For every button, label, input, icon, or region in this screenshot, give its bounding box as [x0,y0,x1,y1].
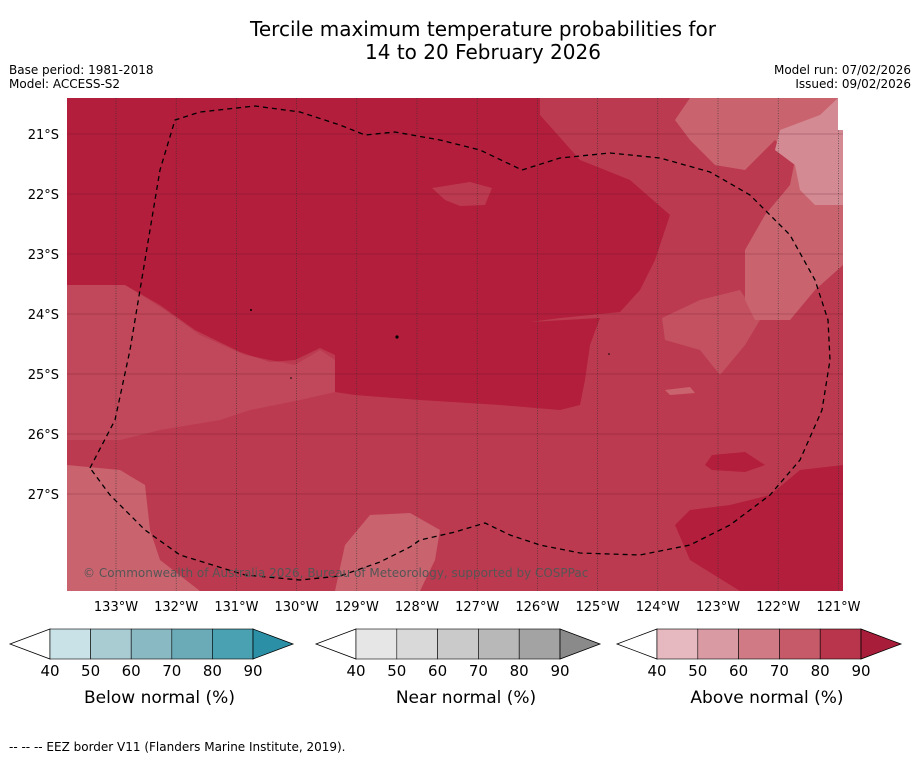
longitude-tick-label: 121°W [816,600,860,615]
colorbar-label: Above normal (%) [690,688,843,708]
graticule [67,98,843,591]
colorbar-tick-label: 60 [122,662,141,680]
colorbar: 40 50 60 70 80 90 Below normal (%) [8,628,295,708]
title-line-2: 14 to 20 February 2026 [365,40,601,64]
colorbar-segment [212,628,254,660]
model-name: Model: ACCESS-S2 [9,77,121,91]
colorbar-segment [49,628,91,660]
colorbar-segment [656,628,699,660]
colorbar-tick-label: 70 [770,662,789,680]
colorbar-tick-label: 50 [81,662,100,680]
longitude-tick-label: 126°W [515,600,559,615]
colorbar-label: Below normal (%) [84,688,235,708]
map-notch [838,98,843,130]
colorbar-segment [437,628,479,660]
latitude-tick-label: 25°S [28,368,59,383]
longitude-labels: 133°W 132°W 131°W 130°W 129°W 128°W 127°W 126°W… [94,600,861,615]
longitude-tick-label: 129°W [335,600,379,615]
colorbar: 40 50 60 70 80 90 Near normal (%) [314,628,602,708]
map-figure: © Commonwealth of Australia 2026, Bureau… [8,98,903,708]
colorbar-tick-label: 90 [851,662,870,680]
latitude-labels: 21°S 22°S 23°S 24°S 25°S 26°S 27°S [28,128,59,503]
colorbar-extend-high [252,628,295,660]
latitude-tick-label: 27°S [28,488,59,503]
longitude-tick-label: 133°W [94,600,138,615]
colorbar-segment [478,628,520,660]
colorbar: 40 50 60 70 80 90 Above normal (%) [615,628,903,708]
colorbar-extend-high [559,628,602,660]
above-70-region-south [335,513,440,591]
longitude-tick-label: 123°W [696,600,740,615]
colorbar-extend-high [860,628,903,660]
above-90-blob [705,452,765,472]
island-marker [250,309,252,311]
colorbar-tick-label: 40 [346,662,365,680]
island-marker [608,353,610,355]
latitude-tick-label: 22°S [28,188,59,203]
colorbar-tick-label: 80 [811,662,830,680]
base-period: Base period: 1981-2018 [9,63,154,77]
colorbar-segment [355,628,398,660]
map-title: Tercile maximum temperature probabilitie… [0,18,919,64]
colorbar-tick-label: 60 [428,662,447,680]
colorbar-segment [90,628,132,660]
longitude-tick-label: 122°W [756,600,800,615]
eez-footnote: -- -- -- EEZ border V11 (Flanders Marine… [9,740,346,754]
longitude-tick-label: 132°W [154,600,198,615]
colorbar-tick-label: 40 [40,662,59,680]
colorbar-tick-label: 50 [387,662,406,680]
colorbar-segment [738,628,780,660]
colorbar-segment [518,628,561,660]
longitude-tick-label: 124°W [636,600,680,615]
colorbar-tick-label: 50 [688,662,707,680]
colorbar-label: Near normal (%) [396,688,536,708]
colorbars: 40 50 60 70 80 90 Below normal (%) 40 50 60 70 80 90… [8,628,903,708]
above-70-region-west [67,285,335,440]
latitude-tick-label: 23°S [28,248,59,263]
colorbar-segment [396,628,438,660]
above-70-blob [665,387,695,395]
colorbar-segment [171,628,213,660]
colorbar-segment [819,628,862,660]
above-70-region-southwest [67,465,200,591]
longitude-tick-label: 130°W [275,600,319,615]
colorbar-tick-label: 70 [469,662,488,680]
above-70-region-centre [662,290,760,375]
colorbar-segment [779,628,821,660]
colorbar-tick-label: 40 [647,662,666,680]
colorbar-segment [130,628,173,660]
longitude-tick-label: 127°W [455,600,499,615]
eez-border [89,105,831,581]
latitude-tick-label: 26°S [28,428,59,443]
issued-date: Issued: 09/02/2026 [795,77,911,91]
island-marker [395,335,399,339]
latitude-tick-label: 24°S [28,308,59,323]
longitude-tick-label: 125°W [576,600,620,615]
title-line-1: Tercile maximum temperature probabilitie… [250,17,716,41]
above-60-region-northeast [775,98,843,205]
above-90-region-southeast [675,465,843,591]
longitude-tick-label: 131°W [214,600,258,615]
colorbar-tick-label: 60 [729,662,748,680]
colorbar-extend-low [8,628,51,660]
colorbar-tick-label: 90 [550,662,569,680]
colorbar-tick-label: 70 [162,662,181,680]
copyright-text: © Commonwealth of Australia 2026, Bureau… [83,566,588,580]
colorbar-tick-label: 90 [243,662,262,680]
colorbar-segment [697,628,739,660]
longitude-tick-label: 128°W [395,600,439,615]
colorbar-extend-low [314,628,357,660]
model-run: Model run: 07/02/2026 [773,63,911,77]
colorbar-tick-label: 80 [203,662,222,680]
colorbar-tick-label: 80 [510,662,529,680]
latitude-tick-label: 21°S [28,128,59,143]
island-marker [290,377,292,379]
colorbar-extend-low [615,628,658,660]
meta-left: Base period: 1981-2018 Model: ACCESS-S2 [9,63,154,91]
meta-right: Model run: 07/02/2026 Issued: 09/02/2026 [774,63,911,91]
probability-field [67,98,843,591]
